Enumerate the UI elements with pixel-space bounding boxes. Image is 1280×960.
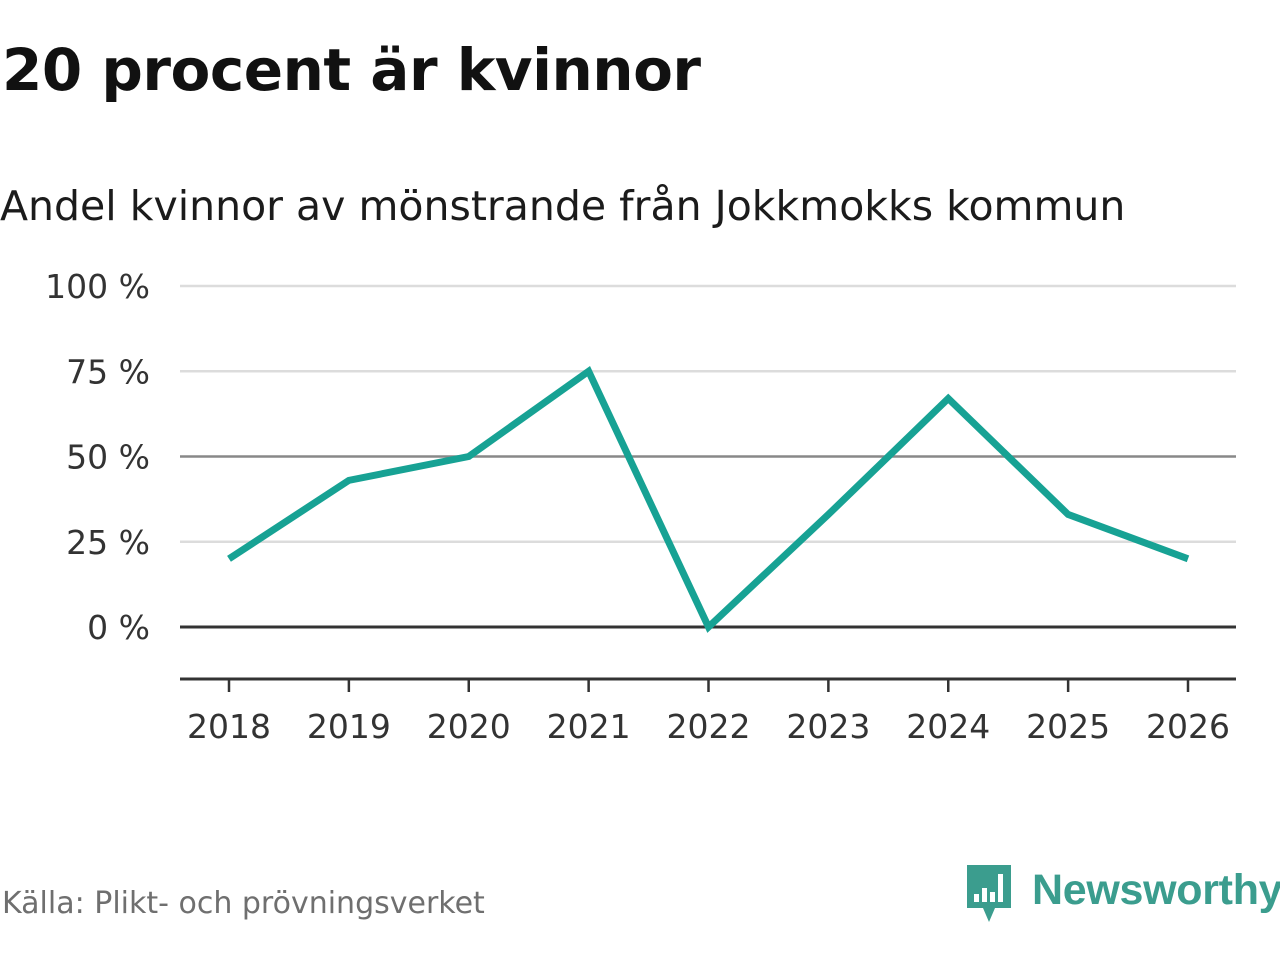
series-line-0 bbox=[227, 365, 1190, 633]
y-tick-label: 0 % bbox=[87, 608, 150, 647]
grid-lines bbox=[180, 284, 1236, 629]
chart-subtitle: Andel kvinnor av mönstrande från Jokkmok… bbox=[0, 182, 1126, 230]
source-note: Källa: Plikt- och prövningsverket bbox=[2, 886, 485, 921]
x-tick-label: 2018 bbox=[187, 707, 271, 746]
x-tick-label: 2024 bbox=[906, 707, 990, 746]
x-axis: 2018 2019 2020 2021 2022 2023 2024 2025 2026 bbox=[180, 677, 1236, 746]
x-tick-label: 2021 bbox=[547, 707, 631, 746]
y-tick-label: 25 % bbox=[66, 523, 150, 562]
y-tick-label: 50 % bbox=[66, 438, 150, 477]
bar-chart-speech-bubble-icon bbox=[967, 865, 1011, 922]
x-tick-label: 2019 bbox=[307, 707, 391, 746]
y-tick-label: 75 % bbox=[66, 352, 150, 391]
x-tick-label: 2025 bbox=[1026, 707, 1110, 746]
series-layer bbox=[227, 365, 1190, 633]
brand-name: Newsworthy bbox=[1032, 865, 1280, 914]
x-tick-label: 2022 bbox=[667, 707, 751, 746]
x-tick-label: 2026 bbox=[1146, 707, 1230, 746]
y-axis-labels: 0 % 25 % 50 % 75 % 100 % bbox=[45, 267, 150, 647]
x-tick-label: 2020 bbox=[427, 707, 511, 746]
x-tick-label: 2023 bbox=[786, 707, 870, 746]
chart-title: 20 procent är kvinnor bbox=[2, 36, 701, 104]
brand-logo: Newsworthy bbox=[964, 864, 1280, 926]
y-tick-label: 100 % bbox=[45, 267, 150, 306]
